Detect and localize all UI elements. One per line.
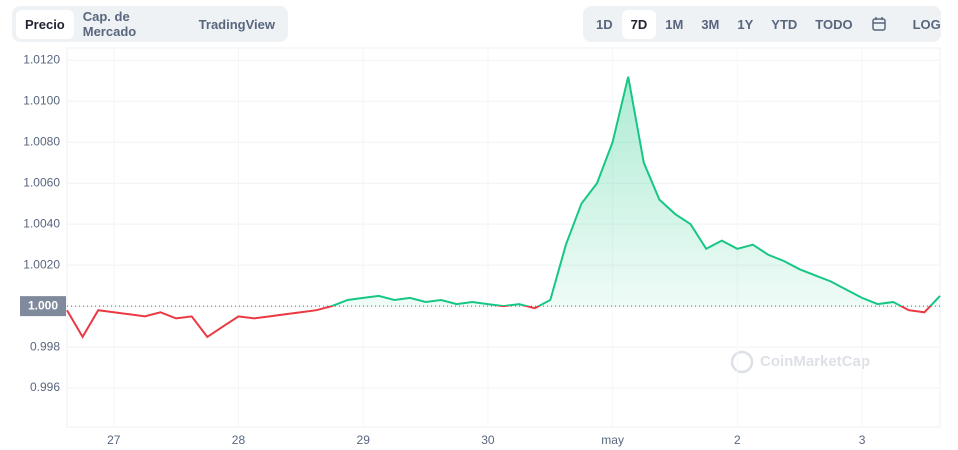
y-tick-label: 0.998 [30,339,60,353]
price-line [66,76,941,339]
area [331,76,940,307]
tab[interactable]: Cap. de Mercado [82,9,137,39]
watermark-text: CoinMarketCap [760,353,870,370]
calendar [871,17,886,31]
y-tick-label: 1.0080 [23,134,60,148]
reference-label: 1.000 [28,298,58,312]
tab[interactable]: 1Y [737,16,754,32]
y-tick-label: 1.0060 [23,175,60,189]
x-tick-label: 27 [107,433,121,447]
range-tabs: 1D 7D 1M 3M 1Y YTD TODO LOG [583,6,941,42]
tab[interactable]: TradingView [198,16,275,32]
tab[interactable]: TODO [815,16,853,32]
tab[interactable]: 7D [621,9,657,39]
tab[interactable]: 3M [701,16,720,32]
reference-label-box [20,296,66,317]
y-tick-label: 1.0120 [23,52,60,66]
tab[interactable]: 1M [665,16,684,32]
tab[interactable]: 1D [596,16,613,32]
tab[interactable]: YTD [771,16,798,32]
x-tick-label: 28 [232,433,246,447]
y-tick-label: 0.996 [30,380,60,394]
tab[interactable]: Precio [16,9,74,39]
x-tick-label: may [601,433,624,447]
x-tick-label: 3 [859,433,866,447]
plot-frame [66,47,941,428]
y-tick-label: 1.0020 [23,257,60,271]
watermark: CoinMarketCap [730,350,870,374]
tab[interactable]: LOG [912,16,941,32]
x-tick-label: 2 [734,433,741,447]
x-tick-label: 30 [481,433,495,447]
y-tick-label: 1.0040 [23,216,60,230]
calendar-icon[interactable] [862,9,896,39]
view-tabs: Precio Cap. de Mercado TradingView [12,6,288,42]
x-tick-label: 29 [357,433,371,447]
y-tick-label: 1.0100 [23,93,60,107]
